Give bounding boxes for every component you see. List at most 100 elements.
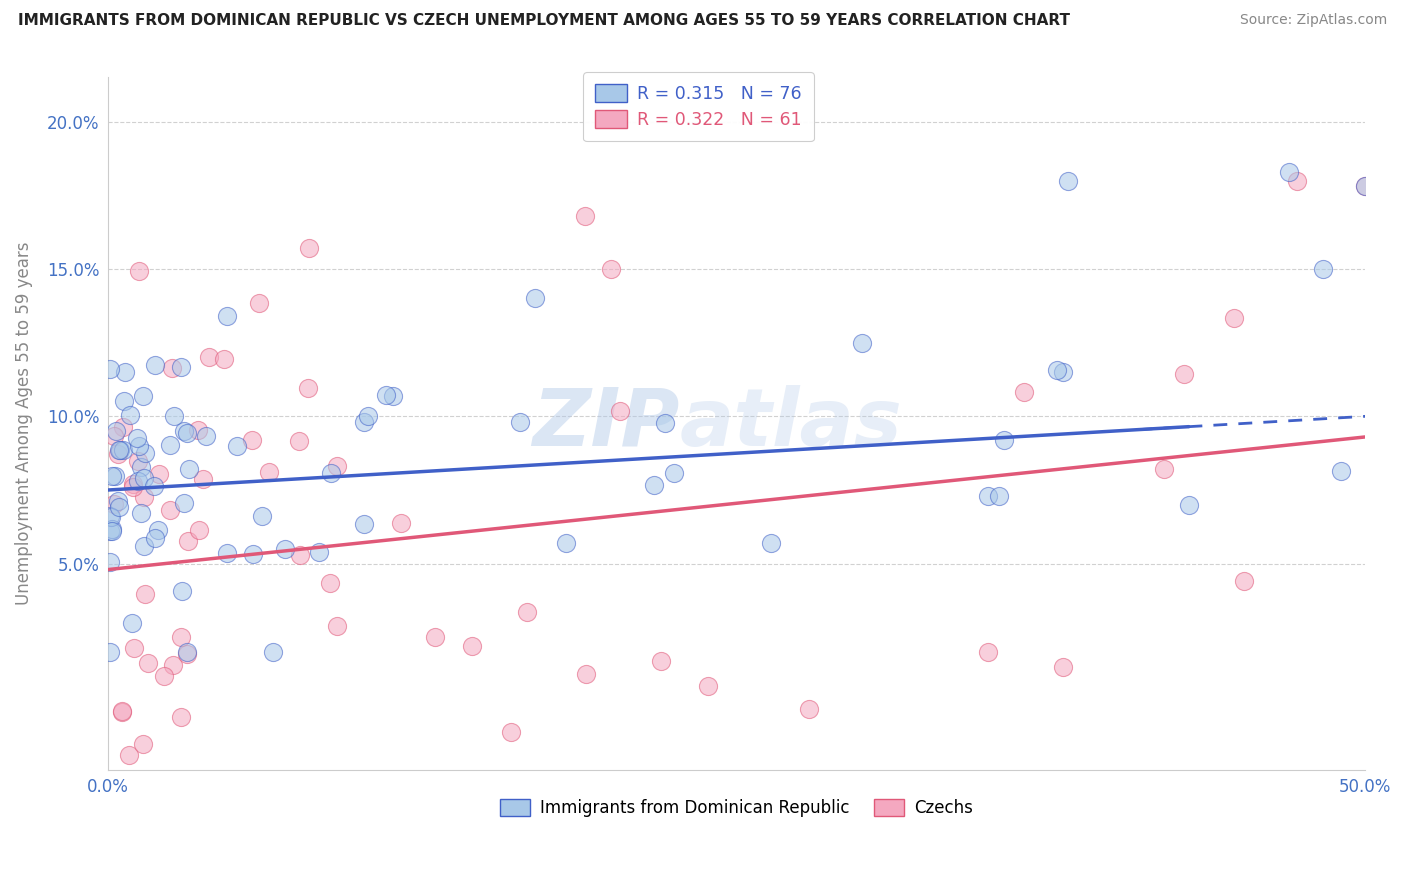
Point [650,654,672,668]
Point [188,523,211,537]
Point [159,502,181,516]
Point [148,523,170,537]
Point [136,656,159,670]
Point [176,425,198,440]
Point [177,533,200,548]
Point [108,443,131,458]
Point [125,431,148,445]
Point [132,490,155,504]
Point [325,619,347,633]
Point [212,351,235,366]
Point [1178,498,1201,512]
Point [172,583,194,598]
Point [501,724,523,739]
Point [152,669,174,683]
Point [262,645,284,659]
Point [98,509,121,524]
Point [111,704,134,718]
Point [112,393,135,408]
Point [170,630,193,644]
Point [976,489,998,503]
Point [461,639,484,653]
Legend: Immigrants from Dominican Republic, Czechs: Immigrants from Dominican Republic, Czec… [494,792,980,824]
Text: IMMIGRANTS FROM DOMINICAN REPUBLIC VS CZECH UNEMPLOYMENT AMONG AGES 55 TO 59 YEA: IMMIGRANTS FROM DOMINICAN REPUBLIC VS CZ… [18,13,1070,29]
Point [240,433,263,447]
Point [127,474,149,488]
Point [118,748,141,763]
Point [101,522,124,536]
Point [1046,363,1069,377]
Text: ZIP: ZIP [533,384,679,463]
Point [319,576,342,591]
Point [107,493,129,508]
Point [242,547,264,561]
Point [509,415,531,429]
Point [128,264,150,278]
Point [662,466,685,480]
Point [1222,310,1244,325]
Point [249,296,271,310]
Point [98,361,121,376]
Point [128,438,150,452]
Point [375,387,398,401]
Point [988,489,1011,503]
Point [1153,462,1175,476]
Point [1330,464,1353,478]
Point [98,645,121,659]
Point [111,420,134,434]
Point [298,241,321,255]
Point [1278,165,1301,179]
Point [1173,367,1195,381]
Point [101,469,124,483]
Point [131,460,153,475]
Point [105,425,128,439]
Point [162,658,184,673]
Point [132,388,155,402]
Point [274,541,297,556]
Point [976,645,998,659]
Point [643,478,665,492]
Point [194,429,217,443]
Point [524,292,547,306]
Point [103,429,125,443]
Point [107,443,129,458]
Point [170,710,193,724]
Point [173,496,195,510]
Point [108,500,131,514]
Point [134,446,156,460]
Point [851,335,873,350]
Point [170,360,193,375]
Point [159,438,181,452]
Point [114,365,136,379]
Point [104,468,127,483]
Point [226,440,249,454]
Point [134,539,156,553]
Point [554,536,576,550]
Point [112,443,135,458]
Point [103,497,125,511]
Point [1354,179,1376,194]
Point [143,359,166,373]
Point [98,524,121,538]
Point [100,510,122,524]
Point [574,667,596,681]
Point [191,472,214,486]
Point [127,454,149,468]
Point [122,480,145,494]
Point [516,605,538,619]
Point [98,556,121,570]
Point [1312,262,1334,277]
Point [1052,365,1074,379]
Point [797,701,820,715]
Point [250,509,273,524]
Point [132,738,155,752]
Point [173,424,195,438]
Point [143,479,166,493]
Point [120,409,142,423]
Point [148,467,170,482]
Point [696,679,718,693]
Point [761,536,783,550]
Point [1233,574,1256,589]
Point [160,360,183,375]
Point [1285,173,1308,187]
